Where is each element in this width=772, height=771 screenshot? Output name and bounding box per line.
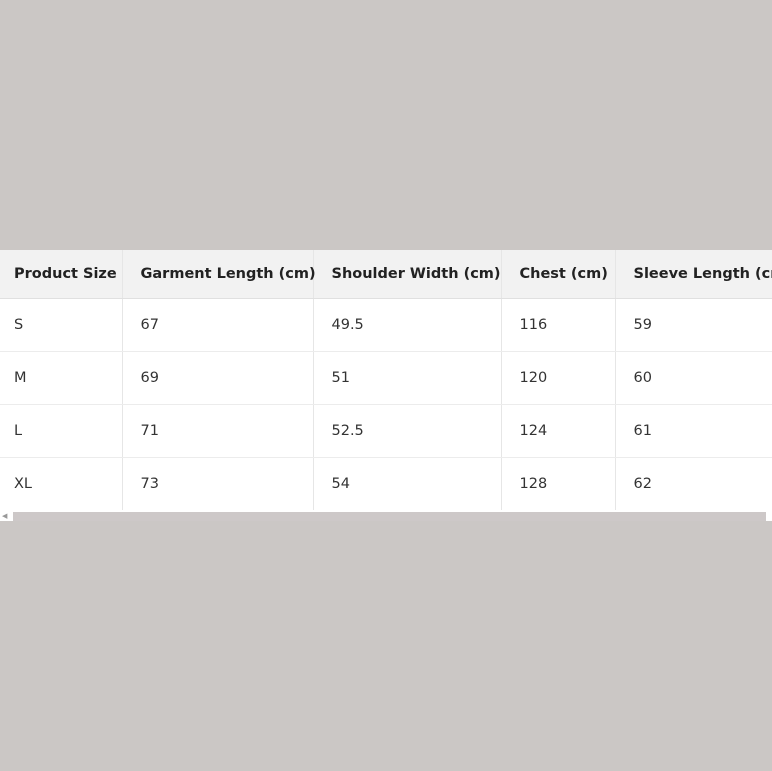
cell: 49.5 (313, 298, 502, 352)
size-chart-table: Product Size Garment Length (cm) Shoulde… (0, 250, 772, 510)
table-row: M 69 51 120 60 (0, 351, 772, 405)
cell: 120 (501, 351, 616, 405)
header-shoulder-width: Shoulder Width (cm) (313, 250, 502, 299)
table-row: XL 73 54 128 62 (0, 457, 772, 510)
size-chart-container: Product Size Garment Length (cm) Shoulde… (0, 250, 772, 520)
header-sleeve-length: Sleeve Length (cm) (615, 250, 772, 299)
cell: 71 (122, 404, 314, 458)
cell: 124 (501, 404, 616, 458)
cell: M (0, 351, 123, 405)
header-chest: Chest (cm) (501, 250, 616, 299)
cell: 67 (122, 298, 314, 352)
scrollbar-thumb[interactable] (13, 512, 766, 521)
cell: 73 (122, 457, 314, 510)
horizontal-scrollbar[interactable]: ◀ (0, 511, 772, 521)
cell: 69 (122, 351, 314, 405)
cell: 60 (615, 351, 772, 405)
cell: L (0, 404, 123, 458)
header-product-size: Product Size (0, 250, 123, 299)
cell: 59 (615, 298, 772, 352)
cell: 52.5 (313, 404, 502, 458)
chevron-left-icon[interactable]: ◀ (2, 512, 8, 520)
cell: 61 (615, 404, 772, 458)
cell: S (0, 298, 123, 352)
cell: 116 (501, 298, 616, 352)
header-garment-length: Garment Length (cm) (122, 250, 316, 299)
cell: 51 (313, 351, 502, 405)
header-row: Product Size Garment Length (cm) Shoulde… (0, 250, 772, 299)
cell: 128 (501, 457, 616, 510)
cell: 54 (313, 457, 502, 510)
table-row: S 67 49.5 116 59 (0, 298, 772, 352)
cell: 62 (615, 457, 772, 510)
cell: XL (0, 457, 123, 510)
table-row: L 71 52.5 124 61 (0, 404, 772, 458)
